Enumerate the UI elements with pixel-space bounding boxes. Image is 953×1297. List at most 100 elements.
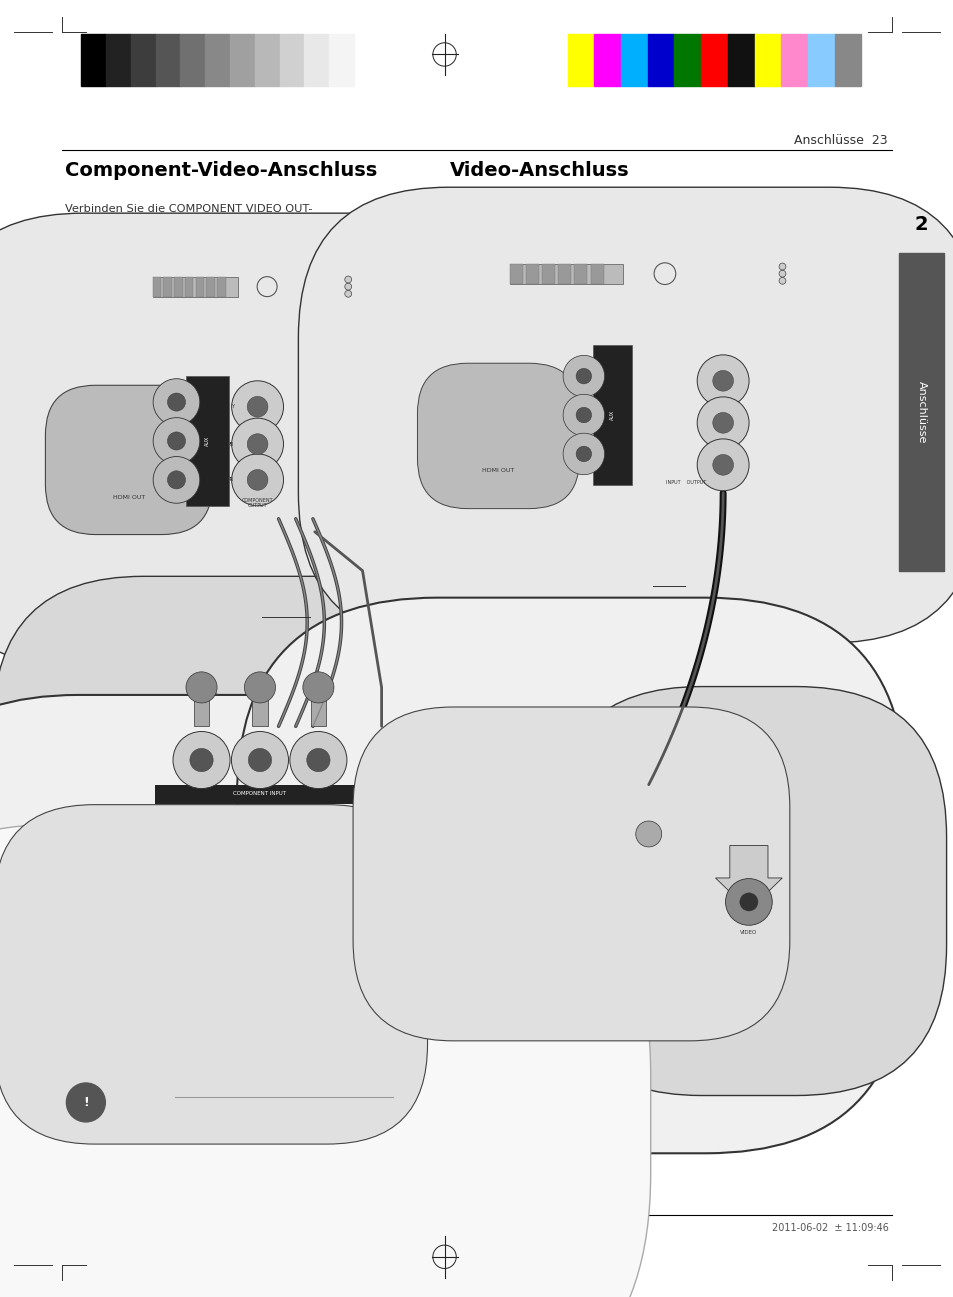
Bar (558, 263, 571, 284)
Circle shape (344, 276, 352, 283)
Bar (552, 944, 590, 964)
Text: INPUT    OUTPUT: INPUT OUTPUT (665, 480, 705, 485)
Bar (574, 263, 587, 284)
FancyBboxPatch shape (353, 707, 789, 1041)
Bar (567, 34, 594, 86)
Bar (186, 376, 229, 506)
Bar (230, 34, 254, 86)
Text: Component-Video-Anschluss: Component-Video-Anschluss (65, 161, 376, 180)
Text: Videokabel: Videokabel (686, 581, 743, 591)
Circle shape (562, 433, 604, 475)
Circle shape (172, 732, 230, 789)
Text: Anschlüsse: Anschlüsse (916, 380, 925, 444)
Text: Bei einem COMPONENT VIDEO OUT-Anschluss
kann die Auflösung für den Ausgang geänd: Bei einem COMPONENT VIDEO OUT-Anschluss … (79, 1123, 336, 1174)
Bar (311, 698, 326, 726)
Circle shape (232, 454, 283, 506)
Circle shape (562, 355, 604, 397)
Circle shape (344, 283, 352, 291)
Circle shape (344, 291, 352, 297)
Circle shape (697, 397, 748, 449)
FancyBboxPatch shape (0, 576, 526, 961)
Text: 2: 2 (914, 215, 927, 233)
Circle shape (153, 418, 199, 464)
Circle shape (562, 394, 604, 436)
Circle shape (153, 457, 199, 503)
Bar (754, 34, 781, 86)
Bar (509, 263, 522, 284)
Circle shape (232, 381, 283, 433)
Text: VIDEO: VIDEO (740, 930, 757, 935)
Text: 2011-06-02  ± 11:09:46: 2011-06-02 ± 11:09:46 (771, 1223, 888, 1233)
FancyBboxPatch shape (29, 222, 431, 351)
Circle shape (247, 397, 268, 418)
Circle shape (779, 278, 785, 284)
Circle shape (302, 672, 334, 703)
Bar (727, 34, 754, 86)
Bar (674, 34, 700, 86)
Text: Verbinden Sie die VIDEO OUT-Buchse des
Players über das Videokabel mit der Video: Verbinden Sie die VIDEO OUT-Buchse des P… (450, 204, 740, 253)
Bar (217, 276, 225, 297)
Bar (206, 276, 214, 297)
Circle shape (739, 892, 758, 910)
Circle shape (697, 355, 748, 407)
Circle shape (167, 471, 186, 489)
Bar (509, 263, 622, 284)
Bar (781, 34, 807, 86)
Circle shape (232, 732, 288, 789)
Bar (81, 34, 106, 86)
Circle shape (186, 672, 217, 703)
Bar (180, 34, 205, 86)
Text: AUX: AUX (609, 410, 615, 420)
Bar (525, 263, 538, 284)
Bar (594, 34, 620, 86)
Polygon shape (715, 846, 781, 910)
Text: AUX: AUX (205, 436, 210, 446)
Bar (106, 34, 131, 86)
FancyBboxPatch shape (417, 363, 578, 508)
FancyBboxPatch shape (0, 695, 543, 1257)
Bar (590, 263, 603, 284)
FancyBboxPatch shape (0, 804, 427, 1144)
Text: Anschlüsse  23: Anschlüsse 23 (793, 134, 886, 147)
Bar (192, 1048, 230, 1067)
Bar (329, 34, 354, 86)
Circle shape (232, 418, 283, 470)
FancyBboxPatch shape (584, 734, 712, 881)
Circle shape (67, 1083, 105, 1122)
Text: HDMI OUT: HDMI OUT (482, 468, 514, 472)
Bar (205, 34, 230, 86)
Circle shape (247, 470, 268, 490)
Bar (193, 698, 209, 726)
Circle shape (725, 878, 771, 925)
Text: COMPONENT INPUT: COMPONENT INPUT (233, 791, 286, 796)
Circle shape (244, 672, 275, 703)
Circle shape (779, 263, 785, 270)
Bar (834, 34, 861, 86)
Bar (252, 698, 267, 726)
Circle shape (712, 454, 733, 475)
Text: TV: TV (78, 1089, 93, 1102)
Bar (154, 785, 365, 804)
Text: Hinweis: Hinweis (112, 1091, 173, 1104)
FancyBboxPatch shape (0, 213, 512, 669)
Text: Geräterückseite: Geräterückseite (686, 296, 770, 306)
Bar (195, 276, 204, 297)
Bar (155, 34, 180, 86)
Bar (620, 34, 647, 86)
Bar (304, 34, 329, 86)
FancyBboxPatch shape (551, 686, 945, 1096)
Text: COMPONENT
OUTPUT: COMPONENT OUTPUT (241, 498, 274, 508)
FancyBboxPatch shape (298, 187, 953, 643)
Text: PB: PB (227, 441, 233, 446)
Circle shape (576, 407, 591, 423)
Bar (254, 34, 279, 86)
Bar (163, 276, 172, 297)
Circle shape (190, 748, 213, 772)
Circle shape (697, 438, 748, 490)
Bar (131, 34, 155, 86)
Bar (185, 276, 193, 297)
Circle shape (248, 748, 272, 772)
Circle shape (712, 371, 733, 392)
Circle shape (576, 446, 591, 462)
Text: Y: Y (231, 405, 233, 410)
